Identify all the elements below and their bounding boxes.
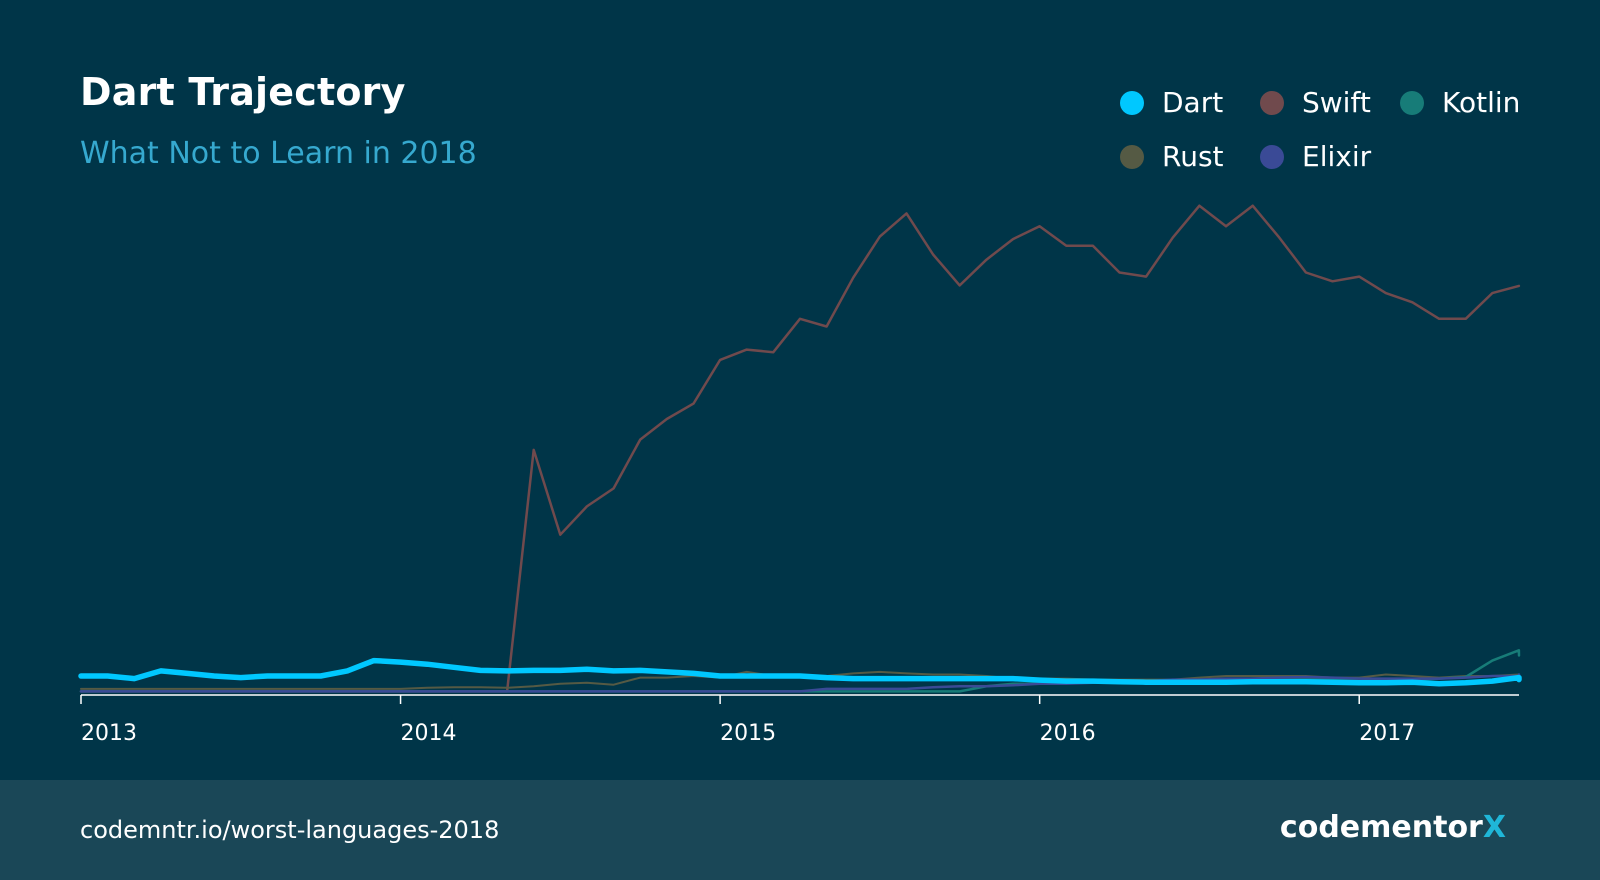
brand-logo: codementorX [1280, 810, 1506, 845]
x-tick-label: 2013 [81, 721, 137, 746]
x-tick-label: 2014 [401, 721, 457, 746]
footer-url: codemntr.io/worst-languages-2018 [80, 816, 500, 844]
legend-dot-icon [1120, 90, 1144, 115]
legend-label: Dart [1162, 86, 1224, 119]
series-line-elixir [79, 673, 1521, 693]
legend-dot-icon [1120, 144, 1144, 169]
x-tick-label: 2015 [720, 721, 776, 746]
legend-dot-icon [1400, 90, 1424, 115]
legend-label: Swift [1302, 86, 1371, 119]
legend-item-elixir: Elixir [1260, 140, 1371, 173]
series-line-kotlin [79, 649, 1521, 693]
x-axis-ticks: 2013 2014 2015 2016 2017 [80, 695, 1415, 746]
chart-subtitle: What Not to Learn in 2018 [80, 136, 477, 171]
footer-bar: codemntr.io/worst-languages-2018 codemen… [0, 780, 1600, 880]
brand-name: codementor [1279, 810, 1483, 845]
series-layer [78, 204, 1522, 693]
legend-label: Rust [1162, 140, 1224, 173]
legend-item-kotlin: Kotlin [1400, 86, 1520, 119]
line-chart: 2013 2014 2015 2016 2017 [78, 204, 1522, 746]
series-line-dart [78, 657, 1522, 687]
legend-label: Kotlin [1442, 86, 1521, 119]
brand-accent: X [1482, 810, 1506, 845]
chart-title: Dart Trajectory [80, 70, 406, 114]
legend-item-rust: Rust [1120, 140, 1224, 173]
legend-item-swift: Swift [1260, 86, 1371, 119]
x-tick-label: 2017 [1359, 721, 1415, 746]
legend-label: Elixir [1302, 140, 1372, 173]
legend-dot-icon [1260, 144, 1284, 169]
legend-item-dart: Dart [1120, 86, 1223, 119]
series-line-swift [79, 204, 1521, 693]
x-tick-label: 2016 [1040, 721, 1096, 746]
legend-dot-icon [1260, 90, 1284, 115]
